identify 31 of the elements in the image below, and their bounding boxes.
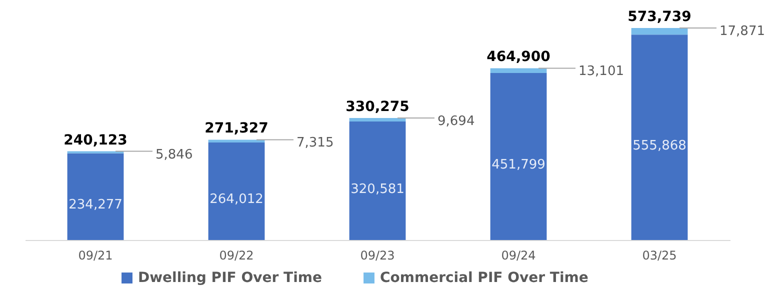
total-label: 573,739 <box>628 9 692 25</box>
data-label: 13,101 <box>578 64 624 80</box>
legend-label: Dwelling PIF Over Time <box>138 270 322 286</box>
bar <box>490 68 547 74</box>
data-label: 17,871 <box>720 24 765 39</box>
bar <box>67 153 124 240</box>
legend-label: Commercial PIF Over Time <box>380 270 588 286</box>
data-label: 9,694 <box>438 114 475 129</box>
total-label: 330,275 <box>346 98 410 115</box>
x-tick-label: 03/25 <box>642 248 677 262</box>
x-tick-label: 09/21 <box>78 248 113 262</box>
bar <box>631 34 688 240</box>
x-tick-label: 09/23 <box>360 248 395 262</box>
total-label: 271,327 <box>204 120 268 137</box>
data-label: 451,799 <box>492 158 546 173</box>
bar <box>631 28 688 35</box>
bar <box>349 118 406 122</box>
bar <box>208 140 265 142</box>
x-tick-label: 09/22 <box>219 248 254 262</box>
x-tick-label: 09/24 <box>501 248 536 262</box>
total-label: 464,900 <box>486 49 551 66</box>
data-label: 555,868 <box>632 138 686 154</box>
bar <box>490 73 547 240</box>
data-label: 7,315 <box>296 136 334 151</box>
data-label: 320,581 <box>350 182 404 197</box>
bar <box>208 142 265 240</box>
data-label: 5,846 <box>156 147 193 162</box>
data-label: 234,277 <box>68 198 122 213</box>
bar <box>349 122 406 240</box>
total-label: 240,123 <box>64 132 128 148</box>
data-label: 264,012 <box>210 192 264 208</box>
